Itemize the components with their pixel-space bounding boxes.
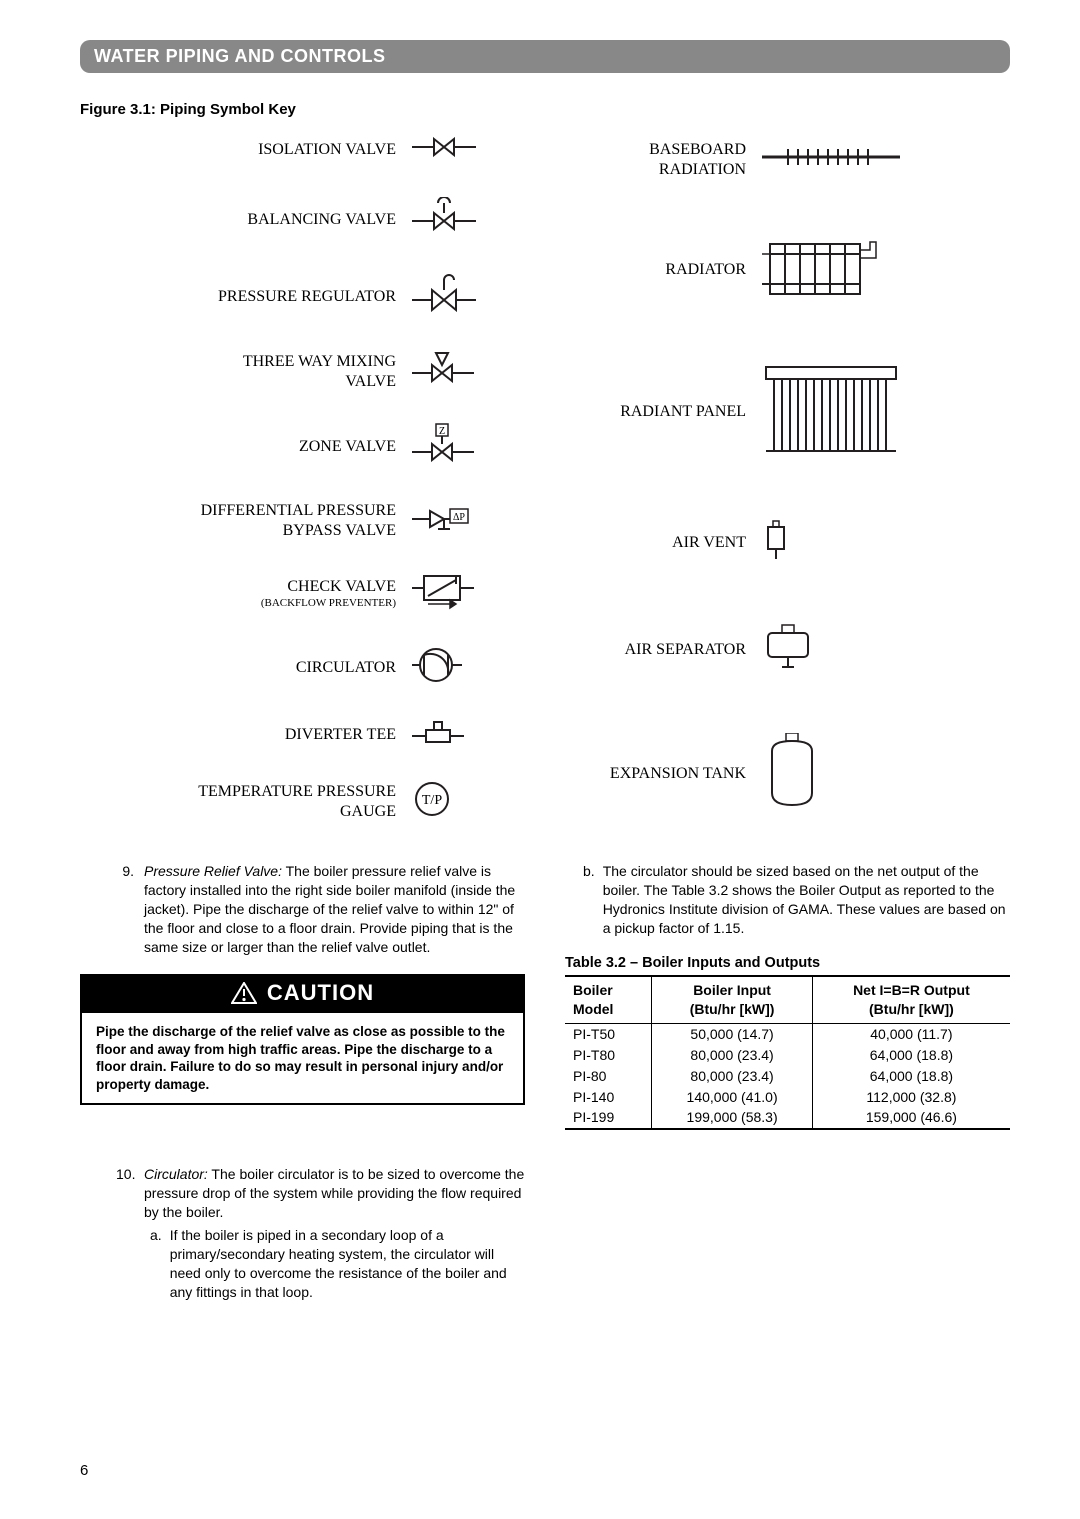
symbol-label: THREE WAY MIXING VALVE [190,352,410,390]
table-cell: 40,000 (11.7) [812,1023,1010,1044]
item10-number: 10. [116,1165,134,1222]
boiler-table: BoilerModelBoiler Input(Btu/hr [kW])Net … [565,975,1010,1130]
table-row: PI-T8080,000 (23.4)64,000 (18.8) [565,1045,1010,1066]
table-cell: 112,000 (32.8) [812,1087,1010,1108]
item10a-text: If the boiler is piped in a secondary lo… [170,1226,525,1302]
col-right: b. The circulator should be sized based … [565,862,1010,1302]
caution-body: Pipe the discharge of the relief valve a… [82,1013,523,1103]
table-cell: PI-140 [565,1087,652,1108]
symbol-diff-bypass [410,501,510,540]
symbol-col-right: BASEBOARD RADIATION RADIATOR RADIANT PANEL… [580,132,900,822]
symbol-label: RADIATOR [580,260,760,279]
symbol-tp-gauge [410,781,510,822]
table-cell: 140,000 (41.0) [652,1087,812,1108]
table-cell: 64,000 (18.8) [812,1045,1010,1066]
symbol-air-vent [760,519,900,566]
table-row: PI-8080,000 (23.4)64,000 (18.8) [565,1066,1010,1087]
symbol-air-sep [760,623,900,676]
symbol-baseboard [760,145,900,174]
symbol-radiator [760,236,900,305]
table-cell: PI-T80 [565,1045,652,1066]
list-item-10: 10. Circulator: The boiler circulator is… [116,1165,525,1222]
item10-lead: Circulator: [144,1166,208,1182]
section-title: WATER PIPING AND CONTROLS [94,46,386,66]
table-row: PI-T5050,000 (14.7)40,000 (11.7) [565,1023,1010,1044]
list-item-10a: a. If the boiler is piped in a secondary… [150,1226,525,1302]
figure-title: Figure 3.1: Piping Symbol Key [80,101,1010,118]
table-cell: 50,000 (14.7) [652,1023,812,1044]
symbol-zone-valve [410,422,510,471]
symbol-circulator [410,647,510,688]
text-columns: 9. Pressure Relief Valve: The boiler pre… [80,862,1010,1302]
page-number: 6 [80,1462,1010,1479]
table-cell: 80,000 (23.4) [652,1045,812,1066]
symbol-key: ISOLATION VALVE BALANCING VALVE PRESSURE R… [190,132,900,822]
table-cell: PI-T50 [565,1023,652,1044]
symbol-col-left: ISOLATION VALVE BALANCING VALVE PRESSURE R… [190,132,510,822]
caution-box: CAUTION Pipe the discharge of the relief… [80,974,525,1105]
symbol-diverter [410,718,510,751]
table-row: PI-199199,000 (58.3)159,000 (46.6) [565,1107,1010,1129]
item10b-label: b. [583,862,595,938]
symbol-label: BASEBOARD RADIATION [580,140,760,178]
table-cell: 80,000 (23.4) [652,1066,812,1087]
symbol-check-valve [410,570,510,617]
list-item-9: 9. Pressure Relief Valve: The boiler pre… [116,862,525,956]
table-cell: PI-80 [565,1066,652,1087]
symbol-label: AIR SEPARATOR [580,640,760,659]
table-cell: 159,000 (46.6) [812,1107,1010,1129]
symbol-label: CIRCULATOR [190,658,410,677]
caution-header: CAUTION [82,976,523,1013]
list-item-10b: b. The circulator should be sized based … [583,862,1010,938]
table-cell: PI-199 [565,1107,652,1129]
symbol-three-way [410,351,510,392]
table-row: PI-140140,000 (41.0)112,000 (32.8) [565,1087,1010,1108]
symbol-radiant-panel [760,361,900,462]
symbol-label: ISOLATION VALVE [190,140,410,159]
table-cell: 64,000 (18.8) [812,1066,1010,1087]
col-left: 9. Pressure Relief Valve: The boiler pre… [80,862,525,1302]
symbol-press-reg [410,272,510,321]
caution-label: CAUTION [267,978,374,1008]
symbol-label: RADIANT PANEL [580,402,760,421]
section-title-bar: WATER PIPING AND CONTROLS [80,40,1010,73]
table-header: BoilerModel [565,976,652,1023]
symbol-label: BALANCING VALVE [190,210,410,229]
symbol-label: PRESSURE REGULATOR [190,287,410,306]
warning-icon [231,982,257,1004]
symbol-label: CHECK VALVE(BACKFLOW PREVENTER) [190,577,410,609]
symbol-label: DIFFERENTIAL PRESSURE BYPASS VALVE [190,501,410,539]
table-header: Boiler Input(Btu/hr [kW]) [652,976,812,1023]
table-title: Table 3.2 – Boiler Inputs and Outputs [565,954,1010,974]
symbol-label: AIR VENT [580,533,760,552]
symbol-exp-tank [760,733,900,814]
symbol-bal-valve [410,197,510,242]
item10a-label: a. [150,1226,162,1302]
item9-number: 9. [116,862,134,956]
table-cell: 199,000 (58.3) [652,1107,812,1129]
item10b-text: The circulator should be sized based on … [603,862,1010,938]
symbol-label: ZONE VALVE [190,437,410,456]
table-header: Net I=B=R Output(Btu/hr [kW]) [812,976,1010,1023]
symbol-label: EXPANSION TANK [580,764,760,783]
symbol-label: DIVERTER TEE [190,725,410,744]
item9-lead: Pressure Relief Valve: [144,863,282,879]
symbol-label: TEMPERATURE PRESSURE GAUGE [190,782,410,820]
symbol-iso-valve [410,132,510,167]
